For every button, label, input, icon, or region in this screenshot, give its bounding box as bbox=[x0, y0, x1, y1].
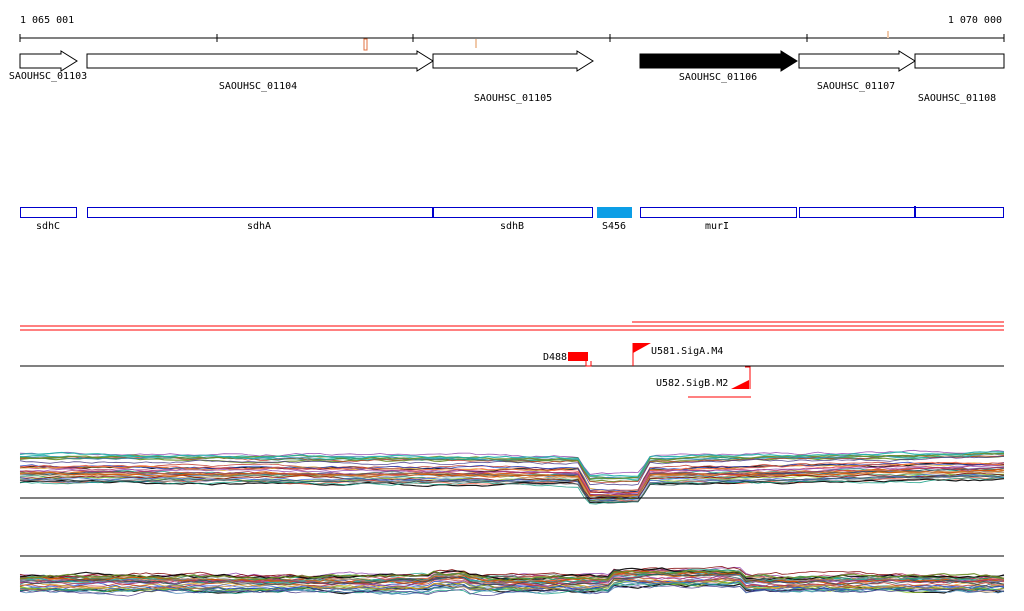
gene-label: SAOUHSC_01107 bbox=[817, 81, 895, 92]
gene-name-label: sdhB bbox=[500, 221, 524, 232]
gene-name-box bbox=[20, 207, 77, 218]
ruler-marker bbox=[363, 38, 368, 51]
expression-profile-line bbox=[19, 454, 1005, 483]
gene-name-sdhc[interactable]: sdhC bbox=[20, 207, 77, 233]
ruler-marker bbox=[887, 31, 889, 38]
expression-profile-line bbox=[19, 570, 1005, 586]
gene-name-box bbox=[640, 207, 797, 218]
gene-saouhsc_01108[interactable]: SAOUHSC_01108 bbox=[914, 53, 1005, 104]
ruler-start-label: 1 065 001 bbox=[20, 15, 74, 26]
expression-track-upper bbox=[19, 449, 1005, 505]
expression-profile-line bbox=[19, 456, 1004, 486]
expression-profile-line bbox=[19, 571, 1005, 586]
expression-profile-line bbox=[19, 478, 1005, 504]
expression-track-lower bbox=[19, 555, 1005, 597]
gene-arrow bbox=[19, 50, 78, 72]
gene-name-label: sdhA bbox=[247, 221, 271, 232]
expression-profile-line bbox=[19, 566, 1005, 580]
coordinate-ruler: 1 065 001 1 070 000 bbox=[19, 15, 1005, 51]
gene-name-track: sdhC sdhA sdhB S456 murI bbox=[20, 206, 1004, 233]
gene-label: SAOUHSC_01104 bbox=[219, 81, 297, 92]
ruler-end-label: 1 070 000 bbox=[948, 15, 1002, 26]
feature-d488-label: D488 bbox=[543, 352, 567, 363]
gene-arrow bbox=[914, 53, 1005, 69]
gene-name-box-5[interactable] bbox=[799, 207, 915, 218]
expression-profile-line bbox=[19, 469, 1005, 498]
feature-u581[interactable]: U581.SigA.M4 bbox=[632, 343, 723, 366]
expression-profile-line bbox=[19, 466, 1005, 496]
gene-name-label: sdhC bbox=[36, 221, 60, 232]
feature-u581-flag bbox=[633, 343, 651, 353]
gene-saouhsc_01104[interactable]: SAOUHSC_01104 bbox=[86, 50, 434, 92]
feature-d488-tick bbox=[585, 361, 592, 367]
expression-profile-line bbox=[19, 461, 1005, 492]
feature-u582-label: U582.SigB.M2 bbox=[656, 378, 728, 389]
gene-name-box bbox=[799, 207, 915, 218]
expression-profile-line bbox=[19, 581, 1005, 596]
gene-name-sdha[interactable]: sdhA bbox=[87, 207, 433, 233]
gene-name-muri[interactable]: murI bbox=[640, 207, 797, 233]
expression-profile-line bbox=[19, 572, 1005, 587]
expression-profile-line bbox=[19, 475, 1005, 503]
expression-profile-line bbox=[19, 451, 1005, 478]
ruler-marker bbox=[475, 39, 477, 48]
expression-profile-line bbox=[19, 569, 1005, 582]
feature-u581-label: U581.SigA.M4 bbox=[651, 346, 723, 357]
gene-saouhsc_01103[interactable]: SAOUHSC_01103 bbox=[9, 50, 87, 82]
gene-name-label: murI bbox=[705, 221, 729, 232]
ruler-ticks bbox=[19, 34, 1005, 42]
expression-profile-line bbox=[19, 461, 1005, 494]
feature-d488[interactable]: D488 bbox=[543, 352, 592, 367]
gene-track: SAOUHSC_01103 SAOUHSC_01104 SAOUHSC_01105 S… bbox=[9, 50, 1005, 104]
gene-arrow bbox=[639, 50, 798, 72]
gene-name-label: S456 bbox=[602, 221, 626, 232]
expression-profile-line bbox=[19, 569, 1005, 583]
feature-u582-flag bbox=[731, 380, 749, 389]
gene-name-box bbox=[915, 207, 1004, 218]
expression-profile-line bbox=[19, 452, 1005, 479]
expression-profile-line bbox=[19, 585, 1005, 597]
gene-name-box-6[interactable] bbox=[915, 207, 1004, 218]
expression-profile-line bbox=[19, 473, 1005, 501]
expression-profile-line bbox=[19, 468, 1005, 497]
gene-label: SAOUHSC_01108 bbox=[918, 93, 996, 104]
gene-name-box bbox=[87, 207, 433, 218]
gene-saouhsc_01107[interactable]: SAOUHSC_01107 bbox=[798, 50, 916, 92]
gene-label: SAOUHSC_01103 bbox=[9, 71, 87, 82]
gene-name-box bbox=[597, 207, 632, 218]
gene-arrow bbox=[798, 50, 916, 72]
feature-u582[interactable]: U582.SigB.M2 bbox=[656, 366, 751, 398]
gene-saouhsc_01106[interactable]: SAOUHSC_01106 bbox=[639, 50, 798, 83]
feature-track: D488 U581.SigA.M4 U582.SigB.M2 bbox=[20, 321, 1004, 398]
gene-saouhsc_01105[interactable]: SAOUHSC_01105 bbox=[432, 50, 594, 104]
gene-arrow bbox=[86, 50, 434, 72]
gene-label: SAOUHSC_01106 bbox=[679, 72, 757, 83]
gene-name-sdhb[interactable]: sdhB bbox=[433, 207, 593, 233]
gene-arrow bbox=[432, 50, 594, 72]
gene-name-box bbox=[433, 207, 593, 218]
feature-d488-block bbox=[568, 352, 588, 361]
feature-u582-bracket bbox=[745, 366, 751, 389]
gene-name-s456[interactable]: S456 bbox=[597, 207, 632, 232]
gene-label: SAOUHSC_01105 bbox=[474, 93, 552, 104]
